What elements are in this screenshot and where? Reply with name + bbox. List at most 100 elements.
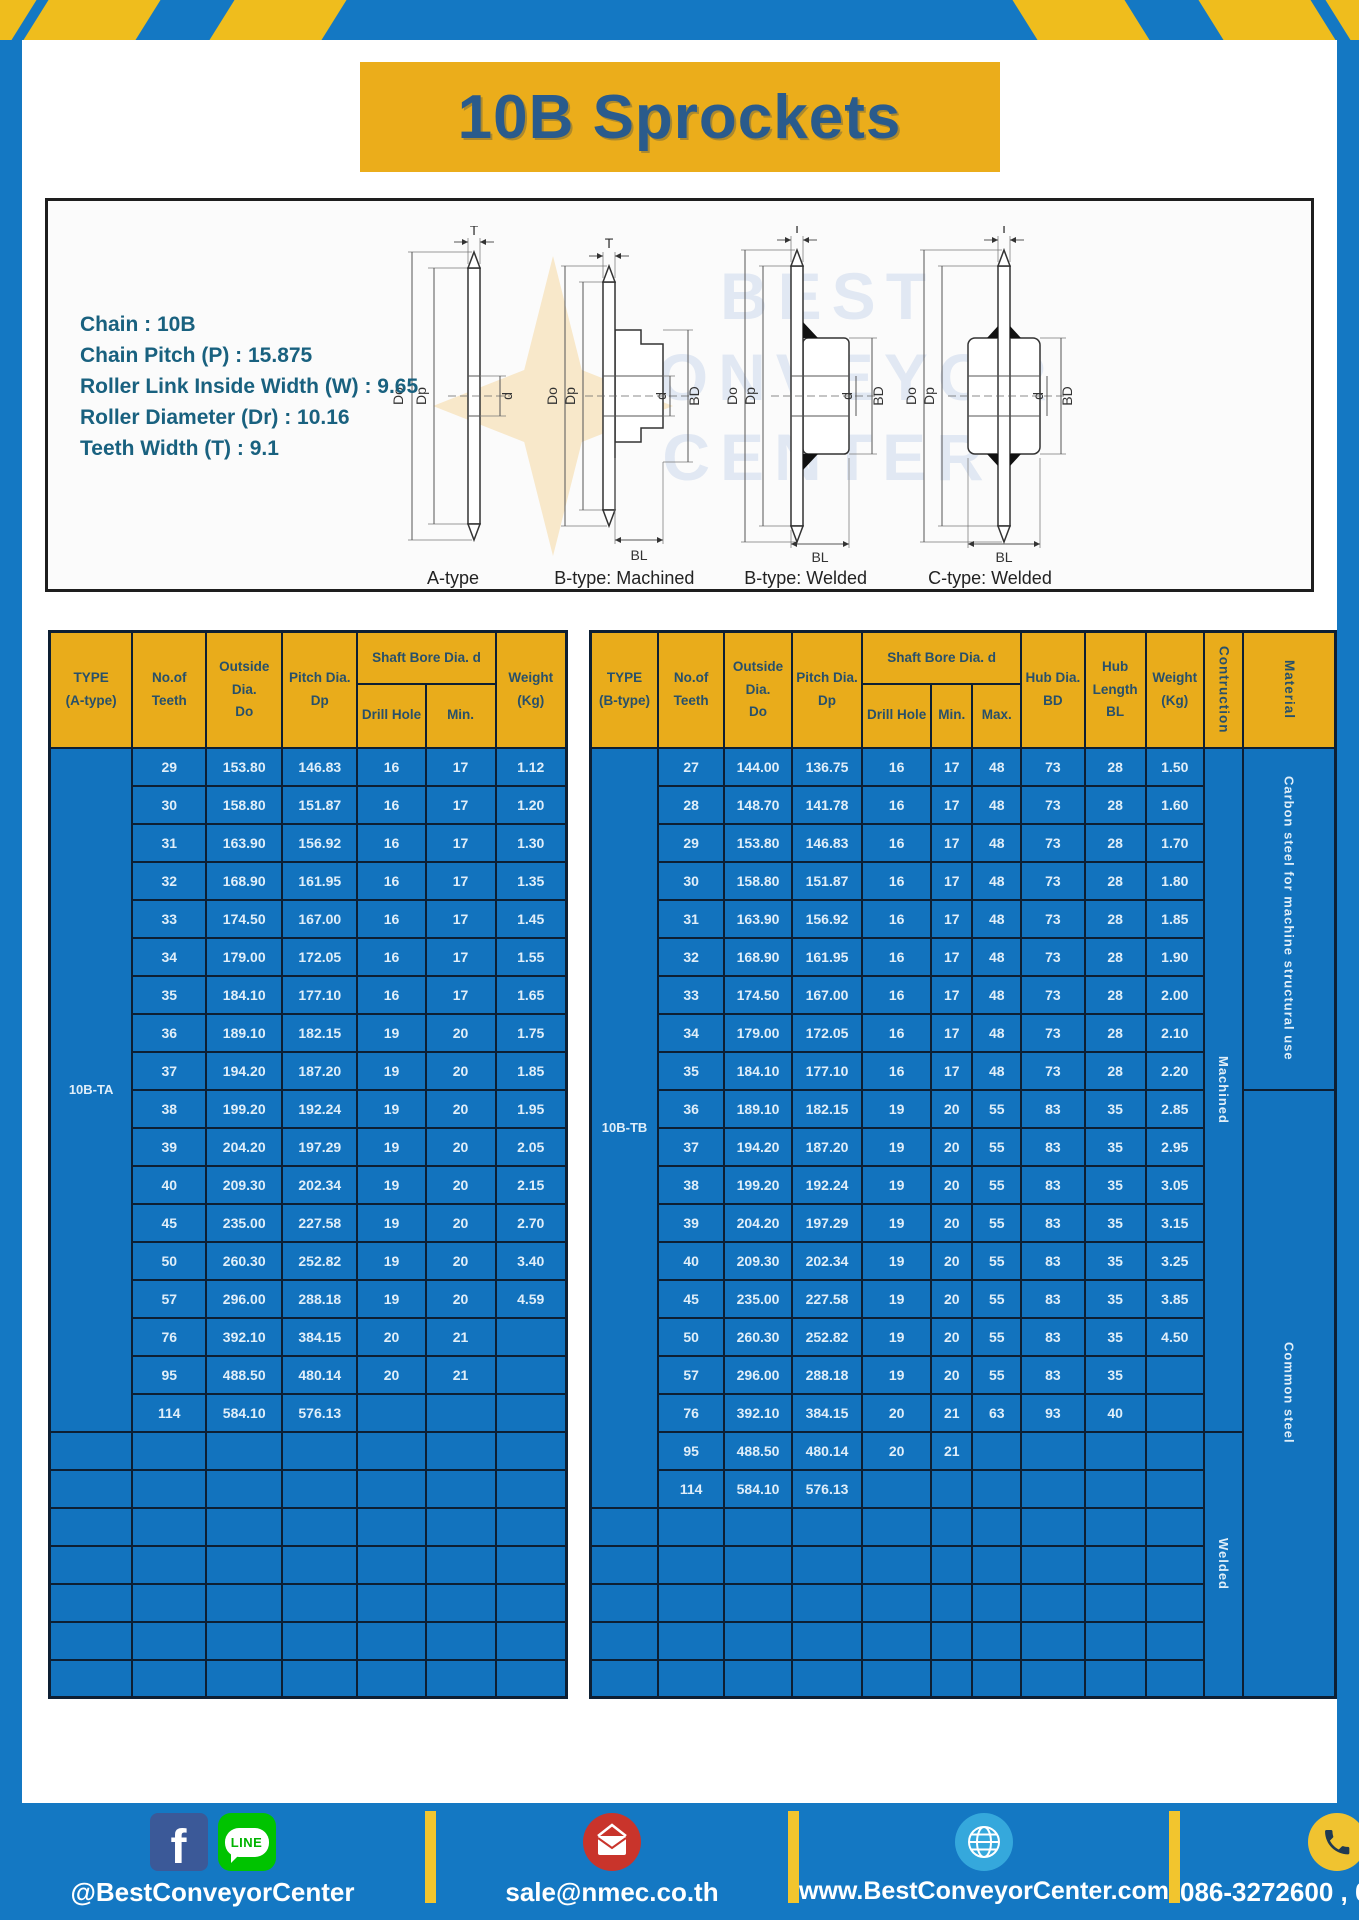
- table-cell: [791, 1658, 864, 1699]
- table-cell: [424, 1544, 497, 1585]
- dim-label-Do: Do: [390, 387, 406, 405]
- table-cell: 209.30: [205, 1164, 284, 1205]
- table-cell: [356, 1506, 427, 1547]
- table-cell: 83: [1020, 1164, 1086, 1205]
- line-icon: LINE: [217, 1813, 276, 1871]
- table-cell: 19: [356, 1240, 427, 1281]
- table-cell: 296.00: [205, 1278, 284, 1319]
- table-cell: 73: [1020, 784, 1086, 825]
- table-cell: 17: [424, 822, 497, 863]
- table-cell: 73: [1020, 746, 1086, 787]
- table-cell: 73: [1020, 1012, 1086, 1053]
- drawings-row: T Do Dp d A-type: [378, 207, 1078, 589]
- table-cell: 202.34: [791, 1240, 864, 1281]
- table-cell: [1020, 1544, 1086, 1585]
- table-cell: [281, 1620, 359, 1661]
- table-cell: 16: [356, 974, 427, 1015]
- table-cell: 199.20: [723, 1164, 794, 1205]
- table-row: 35 184.10 177.10 16 17 1.65: [50, 974, 568, 1015]
- dim-label-BD: BD: [870, 386, 886, 405]
- table-row: 57 296.00 288.18 19 20 55 83 35: [590, 1354, 1335, 1395]
- table-cell: 202.34: [281, 1164, 359, 1205]
- table-cell: 288.18: [791, 1354, 864, 1395]
- table-cell: 296.00: [723, 1354, 794, 1395]
- spec-line: Roller Link Inside Width (W) : 9.65: [80, 375, 419, 398]
- figure-caption: A-type: [426, 568, 480, 588]
- table-cell: 35: [1083, 1088, 1147, 1129]
- page-header-stripes: [0, 0, 1359, 40]
- table-cell: 1.80: [1144, 860, 1205, 901]
- table-cell: [1083, 1544, 1147, 1585]
- table-row: 10B-TA 29 153.80 146.83 16 17 1.12: [48, 746, 568, 1433]
- table-cell: 17: [424, 936, 497, 977]
- table-cell: 73: [1020, 860, 1086, 901]
- table-cell: 1.50: [1144, 746, 1205, 787]
- table-cell: 95: [131, 1354, 208, 1395]
- table-cell: [930, 1544, 974, 1585]
- table-cell: [1020, 1658, 1086, 1699]
- table-cell: [1144, 1620, 1205, 1661]
- table-cell: 4.59: [494, 1278, 568, 1319]
- table-cell: 39: [657, 1202, 726, 1243]
- table-cell: [494, 1658, 568, 1699]
- table-cell: [723, 1620, 794, 1661]
- table-cell: [1144, 1430, 1205, 1471]
- table-cell: [861, 1506, 933, 1547]
- table-cell: [205, 1506, 284, 1547]
- footer-divider: [1169, 1811, 1181, 1903]
- dim-label-Dp: Dp: [413, 387, 429, 405]
- table-cell: [971, 1544, 1023, 1585]
- table-cell: [1144, 1544, 1205, 1585]
- table-cell: 2.95: [1144, 1126, 1205, 1167]
- table-cell: 172.05: [281, 936, 359, 977]
- column-header: Hub Dia. BD: [1020, 630, 1086, 749]
- table-cell: 83: [1020, 1316, 1086, 1357]
- table-cell: 19: [861, 1202, 933, 1243]
- table-cell: 28: [1083, 746, 1147, 787]
- watermark-line: BEST: [719, 259, 937, 333]
- table-cell: 37: [657, 1126, 726, 1167]
- table-cell: 156.92: [791, 898, 864, 939]
- table-cell: 16: [861, 974, 933, 1015]
- table-cell: 3.05: [1144, 1164, 1205, 1205]
- column-header: No.of Teeth: [131, 630, 208, 749]
- table-cell: 19: [861, 1354, 933, 1395]
- table-cell: [131, 1620, 208, 1661]
- table-cell: [723, 1658, 794, 1699]
- page-title: 10B Sprockets: [457, 82, 902, 152]
- table-cell: 16: [356, 860, 427, 901]
- table-cell: 19: [356, 1202, 427, 1243]
- spec-line: Chain : 10B: [80, 313, 196, 336]
- table-cell: 93: [1020, 1392, 1086, 1433]
- table-cell: 28: [1083, 860, 1147, 901]
- table-cell: [791, 1506, 864, 1547]
- c-type-welded-drawing: T Do Dp d BD BL: [903, 226, 1075, 565]
- dim-label-Dp: Dp: [742, 387, 758, 405]
- table-cell: 204.20: [723, 1202, 794, 1243]
- b-type-machined-drawing: T Do Dp d BD BL: [544, 235, 702, 563]
- table-cell: [494, 1582, 568, 1623]
- table-cell: 2.10: [1144, 1012, 1205, 1053]
- table-cell: [131, 1544, 208, 1585]
- table-cell: [930, 1658, 974, 1699]
- table-cell: 3.40: [494, 1240, 568, 1281]
- table-cell: [791, 1582, 864, 1623]
- table-cell: 187.20: [281, 1050, 359, 1091]
- table-cell: [861, 1544, 933, 1585]
- table-cell: 148.70: [723, 784, 794, 825]
- column-header: Min.: [424, 682, 497, 749]
- globe-icon: [955, 1813, 1013, 1871]
- empty-row: [589, 1620, 1335, 1661]
- table-cell: 576.13: [791, 1468, 864, 1509]
- table-cell: 192.24: [791, 1164, 864, 1205]
- table-cell: 55: [971, 1240, 1023, 1281]
- table-cell: 17: [930, 936, 974, 977]
- dim-label-Do: Do: [724, 387, 740, 405]
- dim-label-d: d: [839, 392, 855, 400]
- table-cell: [589, 1620, 660, 1661]
- table-cell: 16: [861, 898, 933, 939]
- table-cell: 21: [930, 1430, 974, 1471]
- empty-row: [589, 1582, 1335, 1623]
- table-cell: 40: [1083, 1392, 1147, 1433]
